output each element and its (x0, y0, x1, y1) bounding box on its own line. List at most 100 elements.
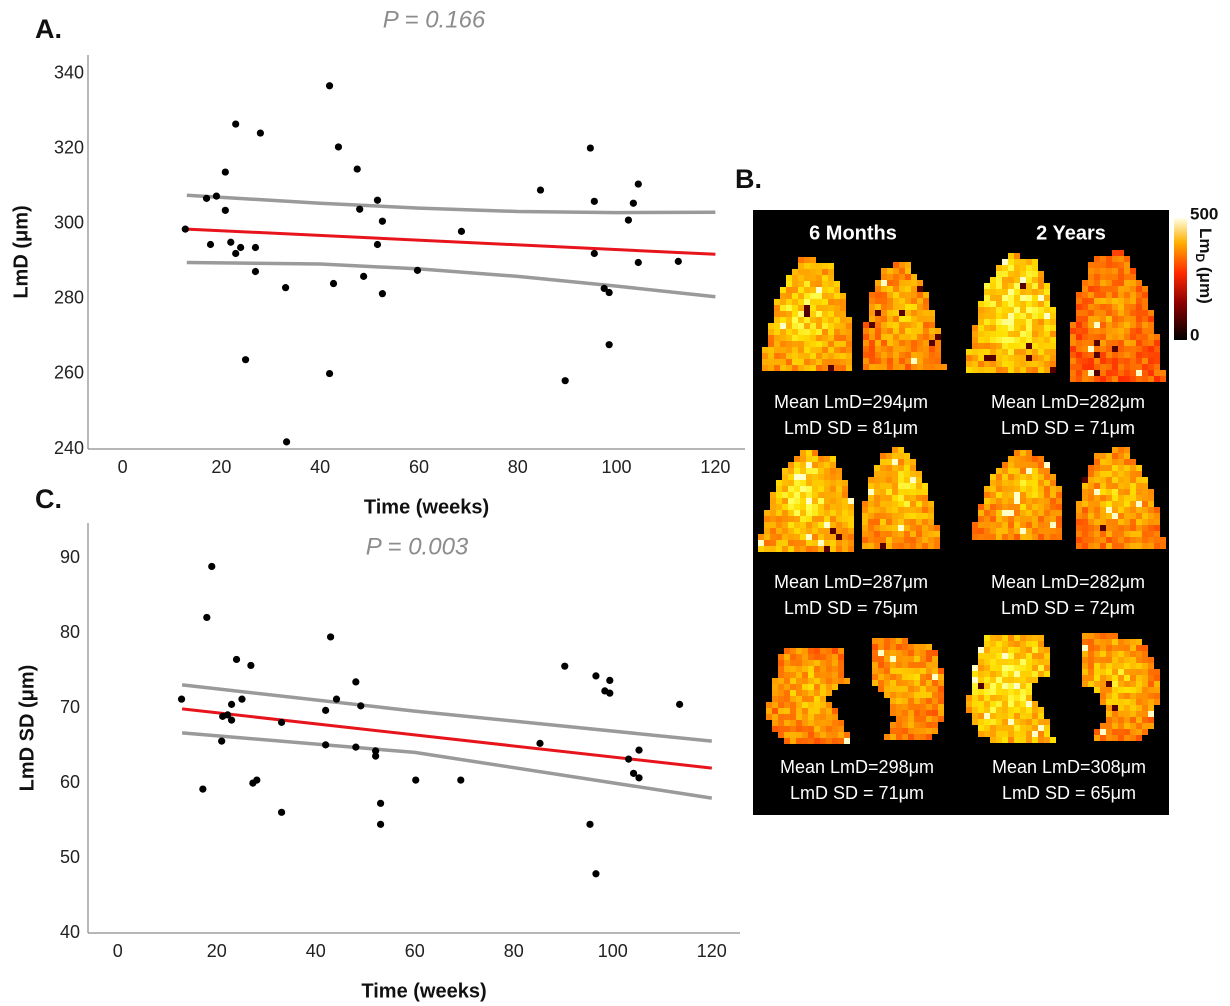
heatmap-pixel (1124, 346, 1130, 352)
x-tick-label: 120 (700, 457, 730, 477)
heatmap-pixel (1094, 651, 1100, 657)
heatmap-pixel (929, 334, 935, 340)
heatmap-pixel (796, 696, 802, 702)
heatmap-pixel (990, 486, 996, 492)
heatmap-pixel (816, 269, 822, 275)
heatmap-pixel (990, 277, 996, 283)
heatmap-pixel (782, 510, 788, 516)
heatmap-pixel (1088, 316, 1094, 322)
heatmap-pixel (1088, 537, 1094, 543)
heatmap-pixel (826, 726, 832, 732)
heatmap-pixel (820, 666, 826, 672)
heatmap-pixel (774, 335, 780, 341)
heatmap-pixel (816, 311, 822, 317)
heatmap-pixel (796, 702, 802, 708)
heatmap-pixel (762, 347, 768, 353)
heatmap-pixel (794, 510, 800, 516)
heatmap-pixel (1002, 641, 1008, 647)
heatmap-pixel (990, 659, 996, 665)
heatmap-pixel (1088, 358, 1094, 364)
data-point (182, 226, 189, 233)
heatmap-pixel (1130, 316, 1136, 322)
heatmap-pixel (782, 468, 788, 474)
heatmap-pixel (1160, 537, 1166, 543)
heatmap-pixel (1020, 731, 1026, 737)
heatmap-pixel (1020, 725, 1026, 731)
heatmap-pixel (1014, 725, 1020, 731)
ci-lower-line (187, 263, 716, 297)
heatmap-pixel (1088, 669, 1094, 675)
caption-sd: LmD SD = 71μm (1001, 418, 1135, 438)
heatmap-pixel (1112, 525, 1118, 531)
heatmap-pixel (1032, 677, 1038, 683)
heatmap-pixel (792, 281, 798, 287)
heatmap-pixel (1088, 477, 1094, 483)
heatmap-pixel (911, 292, 917, 298)
heatmap-pixel (862, 537, 868, 543)
heatmap-pixel (764, 528, 770, 534)
heatmap-pixel (804, 329, 810, 335)
heatmap-pixel (938, 704, 944, 710)
heatmap-pixel (1112, 346, 1118, 352)
heatmap-pixel (810, 311, 816, 317)
heatmap-pixel (886, 495, 892, 501)
heatmap-pixel (914, 644, 920, 650)
heatmap-pixel (1088, 495, 1094, 501)
heatmap-pixel (806, 474, 812, 480)
heatmap-pixel (1100, 501, 1106, 507)
heatmap-pixel (1094, 334, 1100, 340)
heatmap-pixel (762, 365, 768, 371)
heatmap-pixel (1118, 531, 1124, 537)
heatmap-pixel (1044, 647, 1050, 653)
heatmap-pixel (966, 361, 972, 367)
heatmap-pixel (1136, 316, 1142, 322)
heatmap-pixel (1112, 274, 1118, 280)
heatmap-pixel (814, 666, 820, 672)
heatmap-pixel (863, 334, 869, 340)
heatmap-pixel (874, 513, 880, 519)
heatmap-pixel (1008, 504, 1014, 510)
heatmap-pixel (926, 650, 932, 656)
heatmap-pixel (1124, 364, 1130, 370)
heatmap-pixel (1100, 334, 1106, 340)
heatmap-pixel (1014, 647, 1020, 653)
heatmap-pixel (1002, 635, 1008, 641)
heatmap-pixel (1002, 259, 1008, 265)
heatmap-pixel (842, 492, 848, 498)
heatmap-pixel (887, 364, 893, 370)
heatmap-pixel (810, 263, 816, 269)
heatmap-pixel (1002, 671, 1008, 677)
heatmap-pixel (1026, 289, 1032, 295)
heatmap-pixel (1130, 352, 1136, 358)
heatmap-pixel (1044, 480, 1050, 486)
heatmap-pixel (1154, 531, 1160, 537)
heatmap-pixel (810, 359, 816, 365)
heatmap-pixel (770, 498, 776, 504)
heatmap-pixel (1154, 687, 1160, 693)
heatmap-pixel (929, 352, 935, 358)
heatmap-pixel (788, 540, 794, 546)
heatmap-pixel (824, 498, 830, 504)
heatmap-pixel (1106, 723, 1112, 729)
heatmap-pixel (932, 680, 938, 686)
heatmap-pixel (1014, 486, 1020, 492)
heatmap-pixel (984, 301, 990, 307)
heatmap-pixel (920, 650, 926, 656)
heatmap-pixel (1082, 645, 1088, 651)
heatmap-pixel (768, 323, 774, 329)
heatmap-pixel (902, 734, 908, 740)
heatmap-pixel (1032, 504, 1038, 510)
heatmap-pixel (1118, 334, 1124, 340)
heatmap-pixel (1118, 663, 1124, 669)
heatmap-pixel (1100, 729, 1106, 735)
heatmap-pixel (1100, 358, 1106, 364)
heatmap-pixel (1130, 477, 1136, 483)
heatmap-pixel (1130, 639, 1136, 645)
heatmap-pixel (808, 660, 814, 666)
heatmap-pixel (1076, 370, 1082, 376)
heatmap-pixel (1112, 370, 1118, 376)
heatmap-pixel (880, 537, 886, 543)
heatmap-pixel (886, 483, 892, 489)
heatmap-pixel (1124, 723, 1130, 729)
heatmap-pixel (899, 274, 905, 280)
